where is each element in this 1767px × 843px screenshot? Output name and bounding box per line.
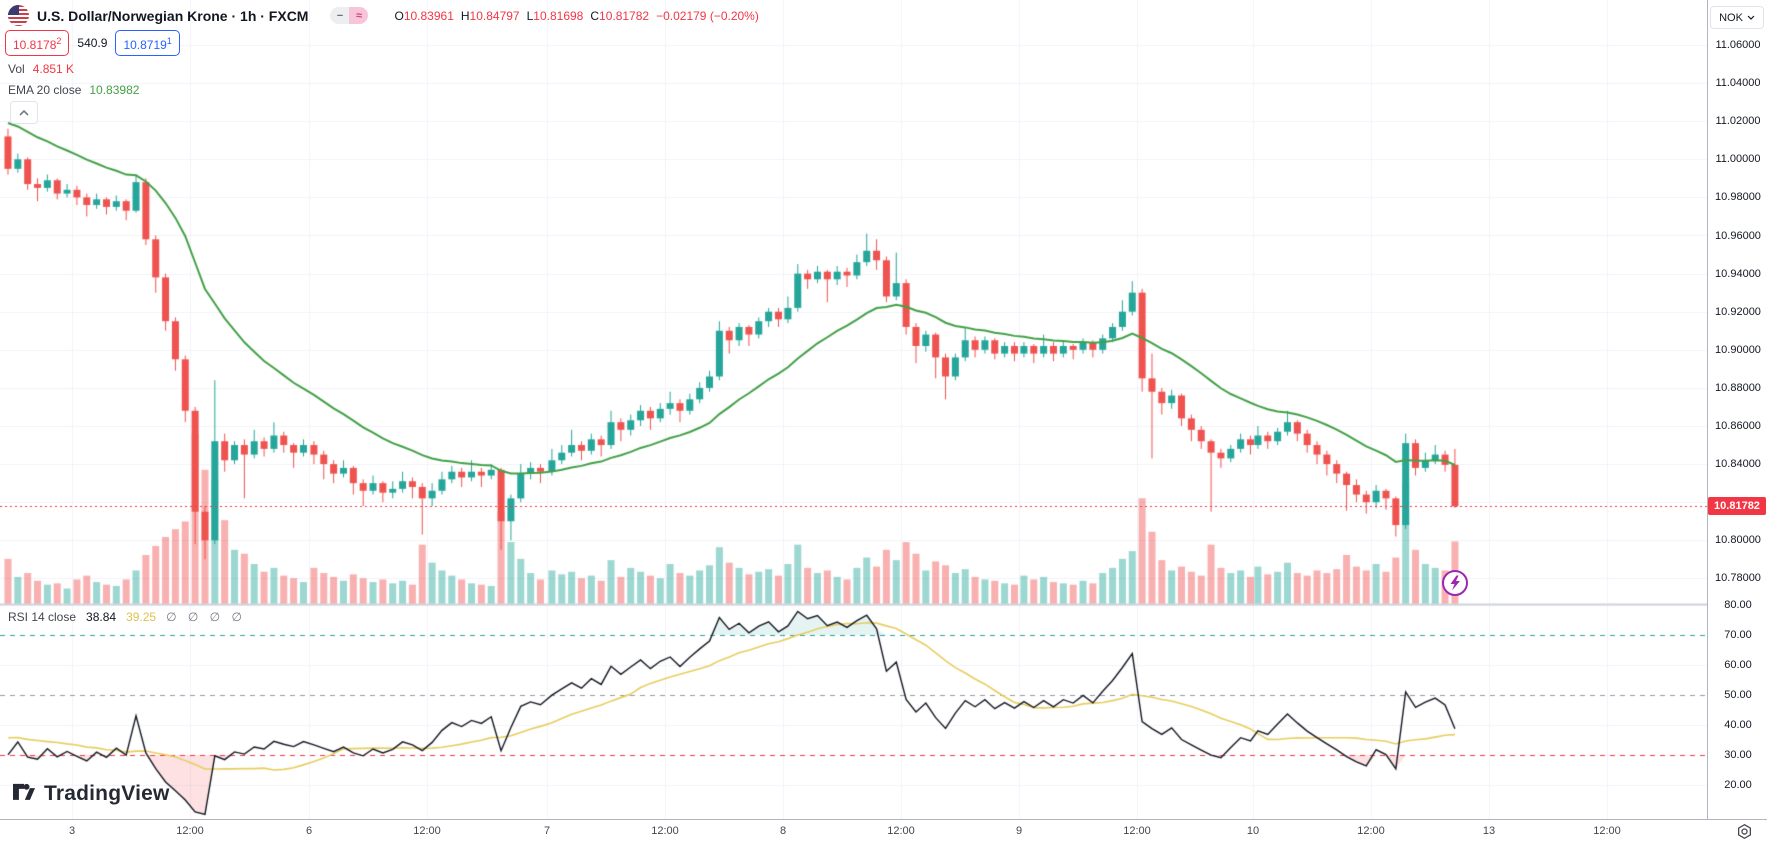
- volume-label: Vol: [8, 62, 25, 76]
- tradingview-logo-text: TradingView: [44, 782, 170, 805]
- symbol-title[interactable]: U.S. Dollar/Norwegian Krone · 1h · FXCM: [37, 7, 309, 24]
- time-axis-settings-icon[interactable]: [1736, 823, 1753, 843]
- chevron-up-icon: [19, 109, 29, 116]
- high-label: H: [460, 8, 470, 23]
- rsi-value: 38.84: [86, 610, 117, 624]
- time-axis-label: 3: [68, 825, 76, 837]
- open-value: 10.83961: [403, 8, 454, 23]
- sell-button[interactable]: 10.81782: [5, 30, 70, 56]
- chevron-down-icon: [1747, 15, 1755, 20]
- price-axis-label: 11.00000: [1715, 153, 1761, 166]
- price-axis-label: 10.88000: [1715, 381, 1761, 394]
- rsi-label: RSI 14 close: [8, 610, 77, 624]
- time-axis-label: 7: [543, 825, 551, 837]
- rsi-legend[interactable]: RSI 14 close 38.84 39.25 ∅ ∅ ∅ ∅: [8, 610, 246, 624]
- time-axis-label: 9: [1015, 825, 1023, 837]
- time-axis-label: 12:00: [176, 825, 204, 837]
- price-axis-label: 10.96000: [1715, 229, 1761, 242]
- time-axis-label: 12:00: [651, 825, 679, 837]
- time-axis-label: 12:00: [1357, 825, 1385, 837]
- legend-collapse-button[interactable]: [10, 101, 38, 124]
- time-axis-label: 10: [1246, 825, 1260, 837]
- price-axis-label: 10.94000: [1715, 267, 1761, 280]
- price-axis-label: 11.02000: [1715, 115, 1761, 128]
- price-axis-label: 10.78000: [1715, 572, 1761, 585]
- rsi-axis-label: 50.00: [1724, 689, 1752, 701]
- legend-toggle-pill[interactable]: − ≈: [330, 7, 369, 24]
- boost-icon[interactable]: [1440, 568, 1470, 603]
- rsi-axis-label: 30.00: [1724, 749, 1752, 761]
- quote-buttons: 10.81782 540.9 10.87191: [5, 30, 180, 56]
- price-axis-label: 10.80000: [1715, 534, 1761, 547]
- price-axis-label: 11.06000: [1715, 39, 1761, 51]
- tradingview-logo: TradingView: [12, 782, 170, 806]
- symbol-header: U.S. Dollar/Norwegian Krone · 1h · FXCM …: [8, 5, 759, 26]
- rsi-axis-label: 20.00: [1724, 779, 1752, 791]
- change-value: −0.02179 (−0.20%): [656, 8, 759, 23]
- time-axis-label: 13: [1482, 825, 1496, 837]
- open-label: O: [394, 8, 404, 23]
- approx-badge-icon[interactable]: ≈: [349, 7, 369, 24]
- time-axis-label: 6: [305, 825, 313, 837]
- price-axis-label: 11.04000: [1715, 77, 1761, 90]
- currency-label: NOK: [1719, 11, 1743, 24]
- rsi-empty-values: ∅ ∅ ∅ ∅: [166, 610, 246, 624]
- low-label: L: [526, 8, 534, 23]
- ema-value: 10.83982: [89, 83, 140, 97]
- time-axis-label: 12:00: [887, 825, 915, 837]
- price-axis-label: 10.98000: [1715, 191, 1761, 204]
- rsi-axis-label: 40.00: [1724, 719, 1752, 731]
- low-value: 10.81698: [533, 8, 584, 23]
- close-label: C: [590, 8, 600, 23]
- ema-label: EMA 20 close: [8, 83, 82, 97]
- spread-value: 540.9: [77, 36, 108, 50]
- price-axis-label: 10.90000: [1715, 343, 1761, 356]
- buy-button[interactable]: 10.87191: [115, 30, 180, 56]
- rsi-axis-label: 60.00: [1724, 659, 1752, 671]
- ohlc-readout: O10.83961 H10.84797 L10.81698 C10.81782 …: [394, 9, 758, 23]
- rsi-axis-label: 70.00: [1724, 629, 1752, 641]
- time-axis-label: 12:00: [1593, 825, 1621, 837]
- usdnok-flag-icon: [8, 5, 29, 26]
- volume-legend[interactable]: Vol 4.851 K: [8, 62, 74, 76]
- price-axis-label: 10.92000: [1715, 305, 1761, 318]
- rsi-ma-value: 39.25: [126, 610, 157, 624]
- volume-value: 4.851 K: [32, 62, 75, 76]
- rsi-axis-label: 80.00: [1724, 599, 1752, 611]
- currency-dropdown[interactable]: NOK: [1710, 6, 1764, 29]
- tradingview-logo-icon: [13, 783, 35, 800]
- time-axis-label: 12:00: [413, 825, 441, 837]
- ema-legend[interactable]: EMA 20 close 10.83982: [8, 83, 139, 97]
- minus-badge-icon[interactable]: −: [330, 7, 350, 24]
- last-price-tag: 10.81782: [1708, 497, 1766, 516]
- high-value: 10.84797: [469, 8, 520, 23]
- price-axis-label: 10.86000: [1715, 420, 1761, 432]
- price-axis[interactable]: 11.06000 11.04000 11.02000 11.00000 10.98000…: [1707, 0, 1767, 819]
- time-axis-label: 12:00: [1123, 825, 1151, 837]
- close-value: 10.81782: [599, 8, 650, 23]
- time-axis-label: 8: [779, 825, 787, 837]
- time-axis[interactable]: 3 12:00 6 12:00 7 12:00 8 12:00 9 12:00 10 12:00 13 1…: [0, 819, 1767, 843]
- price-axis-label: 10.84000: [1715, 458, 1761, 471]
